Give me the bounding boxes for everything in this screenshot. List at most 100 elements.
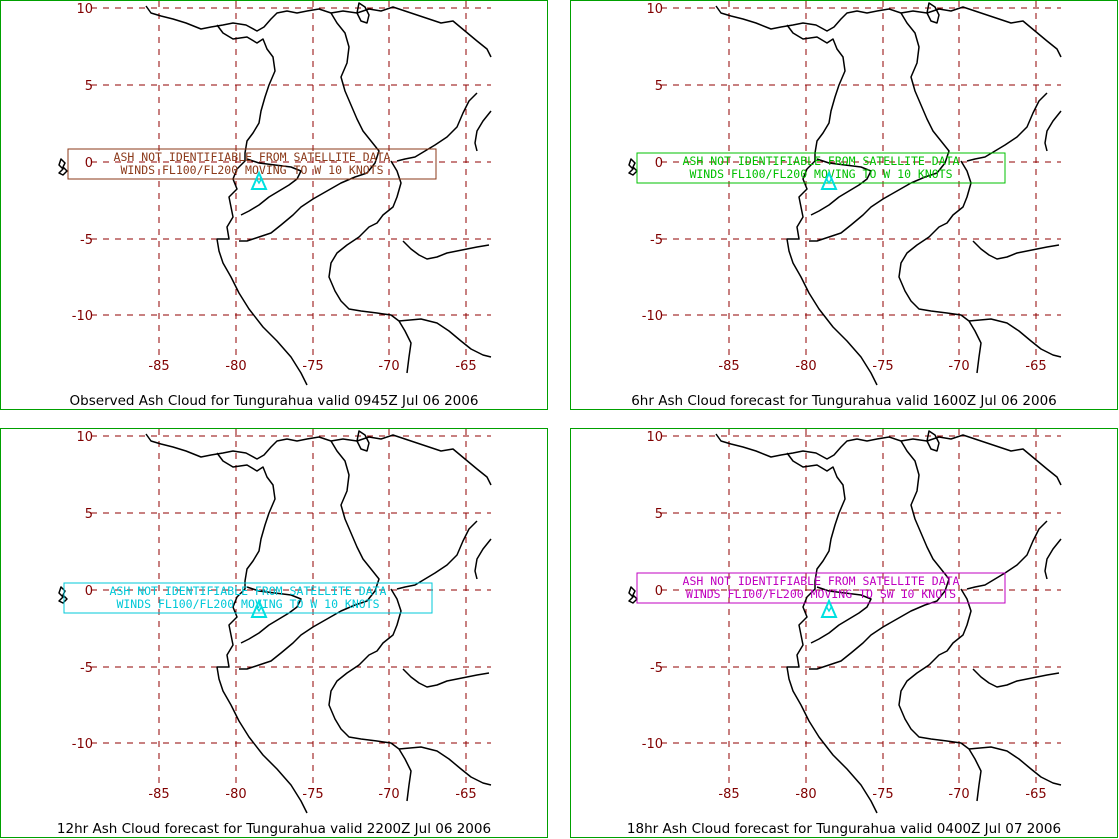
advisory-note-line2: WINDS FL100/FL200 MOVING TO W 10 KNOTS <box>120 163 383 177</box>
longitude-label: -65 <box>455 787 476 802</box>
advisory-note-line2: WINDS FL100/FL200 MOVING TO SW 10 KNOTS <box>686 587 956 601</box>
longitude-label: -80 <box>225 359 246 374</box>
coastline <box>898 588 972 750</box>
coastline <box>968 746 1062 786</box>
latitude-label: 5 <box>655 507 663 522</box>
coastline <box>966 520 1048 590</box>
coastline <box>145 433 332 460</box>
coastline <box>328 160 402 322</box>
coastline <box>810 586 872 644</box>
latitude-label: 5 <box>85 79 93 94</box>
latitude-label: 0 <box>655 584 663 599</box>
volcano-icon <box>820 598 838 618</box>
map-canvas: 10 5 0 -5 -10 -85 -80 -75 -70 -65 ASH NOT IDENTIFI… <box>628 429 1062 814</box>
longitude-label: -80 <box>795 359 816 374</box>
coastline <box>474 110 492 152</box>
advisory-note-line2: WINDS FL100/FL200 MOVING TO W 10 KNOTS <box>689 167 952 181</box>
latitude-label: 0 <box>655 156 663 171</box>
latitude-label: -5 <box>80 233 93 248</box>
coastline <box>926 2 940 24</box>
coastline <box>145 5 332 32</box>
coastline <box>356 430 370 452</box>
map-panel-18hr: 10 5 0 -5 -10 -85 -80 -75 -70 -65 ASH NOT IDENTIFI… <box>570 428 1118 838</box>
coastline <box>809 12 950 242</box>
longitude-label: -85 <box>718 787 739 802</box>
advisory-note-box <box>636 572 1006 604</box>
map-canvas: 10 5 0 -5 -10 -85 -80 -75 -70 -65 ASH NOT IDENTIFI… <box>58 429 492 814</box>
coastline <box>966 92 1048 162</box>
volcano-crater <box>825 605 833 613</box>
coastline <box>398 746 492 786</box>
volcano-icon <box>250 598 268 618</box>
coastline <box>58 158 68 176</box>
coastline <box>898 160 972 322</box>
latitude-label: -10 <box>72 309 93 324</box>
latitude-label: 0 <box>85 156 93 171</box>
map-panel-observed: 10 5 0 -5 -10 -85 -80 -75 -70 -65 ASH NOT IDENTIFI… <box>0 0 548 410</box>
map-canvas: 10 5 0 -5 -10 -85 -80 -75 -70 -65 ASH NOT IDENTIFI… <box>58 1 492 386</box>
coastline <box>240 586 302 644</box>
coastline <box>402 240 490 260</box>
latitude-label: -10 <box>642 737 663 752</box>
coastline <box>1044 538 1062 580</box>
coastline <box>628 586 638 604</box>
latitude-label: 5 <box>85 507 93 522</box>
latitude-label: -5 <box>650 233 663 248</box>
longitude-label: -80 <box>795 787 816 802</box>
coastline <box>398 320 412 374</box>
advisory-note-line1: ASH NOT IDENTIFIABLE FROM SATELLITE DATA <box>114 150 391 164</box>
coastline <box>216 452 308 814</box>
coastline <box>926 430 940 452</box>
coastline <box>398 318 492 358</box>
coastline <box>810 158 872 216</box>
coastline <box>398 748 412 802</box>
longitude-label: -85 <box>148 787 169 802</box>
latitude-label: 10 <box>76 430 93 445</box>
coastline <box>474 538 492 580</box>
panel-caption: 12hr Ash Cloud forecast for Tungurahua v… <box>56 821 492 837</box>
longitude-label: -85 <box>148 359 169 374</box>
coastline <box>968 320 982 374</box>
advisory-note-box <box>636 152 1006 184</box>
coastline <box>356 2 370 24</box>
advisory-note-line1: ASH NOT IDENTIFIABLE FROM SATELLITE DATA <box>683 574 960 588</box>
volcano-icon <box>250 170 268 190</box>
longitude-label: -75 <box>302 359 323 374</box>
latitude-label: 10 <box>646 430 663 445</box>
volcano-icon <box>820 170 838 190</box>
latitude-label: -5 <box>650 661 663 676</box>
coastline <box>216 24 308 386</box>
advisory-note-line1: ASH NOT IDENTIFIABLE FROM SATELLITE DATA <box>683 154 960 168</box>
coastline <box>715 5 902 32</box>
panel-caption: Observed Ash Cloud for Tungurahua valid … <box>69 393 479 409</box>
volcano-crater <box>255 177 263 185</box>
coastline <box>396 92 478 162</box>
latitude-label: 5 <box>655 79 663 94</box>
coastline <box>1044 110 1062 152</box>
coastline <box>968 748 982 802</box>
coastline <box>972 668 1060 688</box>
volcano-crater <box>255 605 263 613</box>
map-panel-12hr: 10 5 0 -5 -10 -85 -80 -75 -70 -65 ASH NOT IDENTIFI… <box>0 428 548 838</box>
longitude-label: -80 <box>225 787 246 802</box>
advisory-note-box <box>67 148 437 180</box>
map-canvas: 10 5 0 -5 -10 -85 -80 -75 -70 -65 ASH NOT IDENTIFI… <box>628 1 1062 386</box>
longitude-label: -70 <box>378 359 399 374</box>
coastline <box>786 24 878 386</box>
coastline <box>968 318 1062 358</box>
panel-caption: 6hr Ash Cloud forecast for Tungurahua va… <box>631 393 1057 409</box>
longitude-label: -70 <box>948 787 969 802</box>
longitude-label: -70 <box>948 359 969 374</box>
coastline <box>900 434 1062 486</box>
longitude-label: -65 <box>1025 359 1046 374</box>
coastline <box>809 440 950 670</box>
coastline <box>786 452 878 814</box>
longitude-label: -65 <box>455 359 476 374</box>
coastline <box>396 520 478 590</box>
advisory-note-line1: ASH NOT IDENTIFIABLE FROM SATELLITE DATA <box>110 584 387 598</box>
coastline <box>330 6 492 58</box>
coastline <box>239 12 380 242</box>
coastline <box>239 440 380 670</box>
panel-caption: 18hr Ash Cloud forecast for Tungurahua v… <box>626 821 1062 837</box>
volcano-crater <box>825 177 833 185</box>
